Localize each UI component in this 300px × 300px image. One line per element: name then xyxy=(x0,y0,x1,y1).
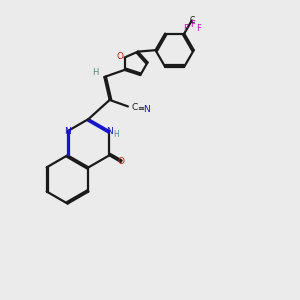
Text: O: O xyxy=(117,158,124,166)
Text: H: H xyxy=(113,130,119,139)
Text: C: C xyxy=(131,103,137,112)
Text: O: O xyxy=(117,52,124,61)
Text: H: H xyxy=(92,68,98,77)
Text: F: F xyxy=(183,24,188,33)
Text: F: F xyxy=(190,20,195,29)
Text: N: N xyxy=(106,127,113,136)
Text: ≡: ≡ xyxy=(137,104,144,113)
Text: C: C xyxy=(189,16,194,25)
Text: N: N xyxy=(143,105,150,114)
Text: F: F xyxy=(196,24,201,33)
Text: N: N xyxy=(64,127,71,136)
